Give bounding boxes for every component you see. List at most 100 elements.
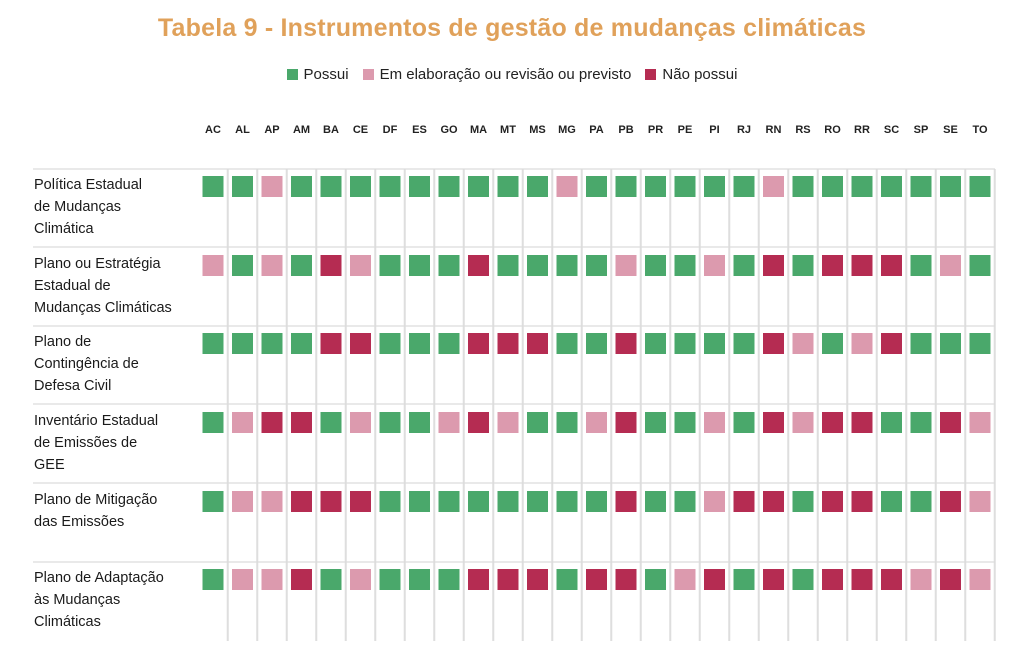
column-label-rr: RR [854, 124, 870, 136]
cell-pb-row3 [615, 333, 637, 354]
cell-ma-row6 [468, 569, 489, 590]
cell-go-row5 [438, 491, 460, 512]
cell-se-row2 [940, 255, 961, 276]
cell-ba-row4 [320, 412, 342, 433]
cell-pb-row1 [615, 176, 637, 197]
cell-al-row3 [232, 333, 253, 354]
cell-am-row3 [291, 333, 312, 354]
cell-rs-row2 [792, 255, 814, 276]
cell-rr-row2 [851, 255, 873, 276]
cell-pa-row1 [586, 176, 607, 197]
cell-mt-row5 [497, 491, 519, 512]
cell-go-row6 [438, 569, 460, 590]
cell-ma-row1 [468, 176, 489, 197]
cell-ro-row1 [822, 176, 843, 197]
column-label-se: SE [943, 124, 958, 136]
cell-pb-row5 [615, 491, 637, 512]
cell-ba-row2 [320, 255, 342, 276]
row-label: Mudanças Climáticas [34, 300, 172, 316]
cell-ro-row3 [822, 333, 843, 354]
column-label-pr: PR [648, 124, 663, 136]
column-label-pi: PI [709, 124, 719, 136]
row-label: das Emissões [34, 514, 124, 530]
cell-am-row5 [291, 491, 312, 512]
cell-am-row2 [291, 255, 312, 276]
cell-rj-row2 [733, 255, 755, 276]
cell-ac-row1 [202, 176, 224, 197]
cell-ap-row3 [261, 333, 283, 354]
cell-mt-row2 [497, 255, 519, 276]
cell-se-row4 [940, 412, 961, 433]
column-label-df: DF [383, 124, 398, 136]
cell-sp-row3 [910, 333, 932, 354]
column-label-go: GO [440, 124, 458, 136]
cell-ro-row5 [822, 491, 843, 512]
cell-rr-row6 [851, 569, 873, 590]
cell-pa-row2 [586, 255, 607, 276]
cell-go-row4 [438, 412, 460, 433]
cell-to-row3 [969, 333, 991, 354]
cell-mg-row3 [556, 333, 578, 354]
column-label-al: AL [235, 124, 250, 136]
cell-ac-row6 [202, 569, 224, 590]
cell-to-row2 [969, 255, 991, 276]
cell-rr-row4 [851, 412, 873, 433]
cell-sp-row1 [910, 176, 932, 197]
cell-to-row5 [969, 491, 991, 512]
cell-ro-row2 [822, 255, 843, 276]
cell-ac-row2 [202, 255, 224, 276]
cell-pe-row3 [674, 333, 696, 354]
cell-ce-row5 [350, 491, 371, 512]
cell-df-row1 [379, 176, 401, 197]
cell-df-row3 [379, 333, 401, 354]
cell-pa-row6 [586, 569, 607, 590]
cell-al-row4 [232, 412, 253, 433]
cell-mg-row4 [556, 412, 578, 433]
cell-rn-row3 [763, 333, 784, 354]
cell-al-row2 [232, 255, 253, 276]
column-label-sc: SC [884, 124, 899, 136]
cell-pa-row4 [586, 412, 607, 433]
cell-es-row1 [409, 176, 430, 197]
cell-pr-row6 [645, 569, 666, 590]
row-label: Plano de Adaptação [34, 570, 164, 586]
cell-pi-row2 [704, 255, 725, 276]
column-label-to: TO [972, 124, 988, 136]
legend-label-nao-possui: Não possui [662, 66, 738, 83]
cell-ma-row5 [468, 491, 489, 512]
row-label: às Mudanças [34, 592, 120, 608]
cell-ap-row6 [261, 569, 283, 590]
cell-ms-row4 [527, 412, 548, 433]
cell-ms-row1 [527, 176, 548, 197]
cell-ms-row5 [527, 491, 548, 512]
row-label: Climáticas [34, 614, 101, 630]
cell-ce-row4 [350, 412, 371, 433]
cell-df-row5 [379, 491, 401, 512]
cell-pi-row4 [704, 412, 725, 433]
legend-item-em-elaboracao: Em elaboração ou revisão ou previsto [362, 66, 631, 83]
chart-title: Tabela 9 - Instrumentos de gestão de mud… [157, 14, 867, 42]
cell-pr-row4 [645, 412, 666, 433]
cell-mt-row3 [497, 333, 519, 354]
cell-sp-row6 [910, 569, 932, 590]
cell-pb-row2 [615, 255, 637, 276]
cell-go-row2 [438, 255, 460, 276]
cell-df-row2 [379, 255, 401, 276]
cell-pr-row2 [645, 255, 666, 276]
cell-pr-row1 [645, 176, 666, 197]
column-label-mg: MG [558, 124, 576, 136]
cell-al-row1 [232, 176, 253, 197]
cell-to-row1 [969, 176, 991, 197]
cell-pe-row1 [674, 176, 696, 197]
cell-es-row3 [409, 333, 430, 354]
row-label: de Emissões de [34, 435, 137, 451]
cell-rn-row1 [763, 176, 784, 197]
cell-sc-row1 [881, 176, 902, 197]
cell-pi-row1 [704, 176, 725, 197]
cell-mg-row5 [556, 491, 578, 512]
cell-ac-row5 [202, 491, 224, 512]
cell-rj-row5 [733, 491, 755, 512]
cell-rs-row3 [792, 333, 814, 354]
cell-al-row5 [232, 491, 253, 512]
cell-ms-row3 [527, 333, 548, 354]
